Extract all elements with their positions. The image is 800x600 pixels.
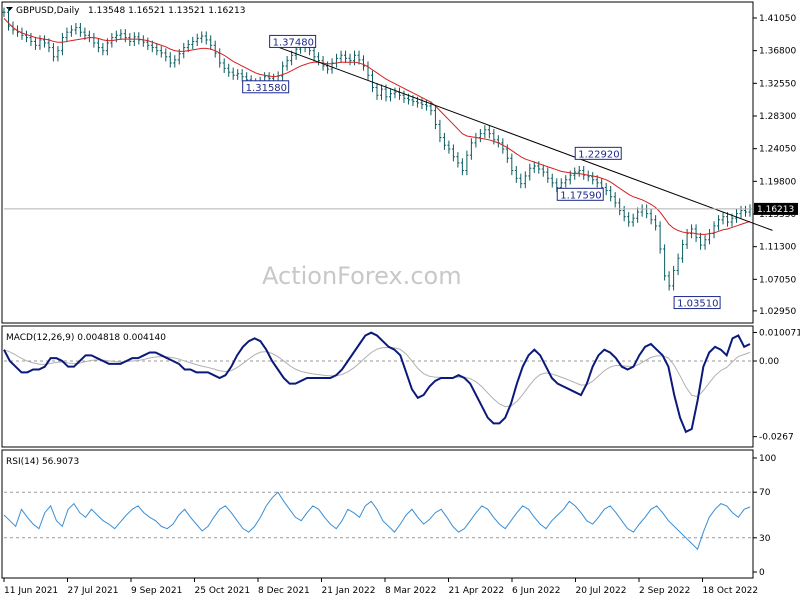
symbol-title: GBPUSD,Daily <box>16 6 80 16</box>
trend-line <box>273 44 773 231</box>
price-y-tick-label: 1.07050 <box>759 275 796 285</box>
rsi-y-tick-label: 0 <box>759 568 765 578</box>
macd-y-tick-label: 0.010071 <box>759 328 800 338</box>
x-tick-label: 20 Jul 2022 <box>576 586 627 596</box>
x-tick-label: 2 Sep 2022 <box>639 586 690 596</box>
price-label-box <box>269 34 317 48</box>
price-label-box <box>242 80 290 94</box>
price-label-box <box>673 296 721 310</box>
axes-layer: 1.41050 1.36800 1.32550 1.28300 1.24050 1.198… <box>3 14 800 596</box>
price-y-tick-label: 1.02950 <box>759 307 796 317</box>
price-label: 1.31580 <box>246 83 287 94</box>
x-tick-label: 9 Sep 2021 <box>131 586 182 596</box>
price-layer: 1.37480 1.31580 1.22920 1.17590 1.03510 <box>2 7 773 310</box>
price-y-tick-label: 1.41050 <box>759 14 796 24</box>
rsi-line <box>3 491 751 551</box>
price-label-box <box>574 146 622 160</box>
x-tick-label: 8 Mar 2022 <box>385 586 436 596</box>
x-tick-label: 8 Dec 2021 <box>258 586 310 596</box>
last-price-label: 1.16213 <box>757 205 794 215</box>
rsi-layer <box>3 491 752 551</box>
price-label: 1.03510 <box>677 299 718 310</box>
moving-average-line <box>3 18 751 235</box>
price-label: 1.37480 <box>273 37 314 48</box>
price-y-tick-label: 1.19800 <box>759 177 796 187</box>
macd-layer <box>3 331 752 434</box>
price-panel <box>1 1 754 324</box>
price-y-tick-label: 1.24050 <box>759 145 796 155</box>
macd-signal-line <box>3 346 751 408</box>
x-tick-label: 11 Jun 2021 <box>4 586 58 596</box>
rsi-y-tick-label: 100 <box>759 454 776 464</box>
rsi-y-tick-label: 30 <box>759 534 771 544</box>
price-label: 1.22920 <box>578 149 619 160</box>
price-y-tick-label: 1.11300 <box>759 243 796 253</box>
x-tick-label: 21 Apr 2022 <box>449 586 505 596</box>
price-y-tick-label: 1.36800 <box>759 47 796 57</box>
x-tick-label: 25 Oct 2021 <box>195 586 251 596</box>
last-price-box <box>754 202 798 215</box>
price-y-tick-label: 1.28300 <box>759 112 796 122</box>
price-y-tick-label: 1.32550 <box>759 79 796 89</box>
x-tick-label: 27 Jul 2021 <box>68 586 119 596</box>
macd-y-tick-label: -0.0267 <box>759 433 794 443</box>
rsi-title: RSI(14) 56.9073 <box>6 457 79 467</box>
rsi-panel <box>1 449 754 579</box>
dropdown-triangle-icon[interactable] <box>6 7 13 11</box>
ohlc-readout: 1.13548 1.16521 1.13521 1.16213 <box>88 6 245 16</box>
watermark: ActionForex.com <box>262 262 462 290</box>
price-label: 1.17590 <box>560 190 601 201</box>
x-tick-label: 6 Jun 2022 <box>512 586 560 596</box>
x-tick-label: 18 Oct 2022 <box>703 586 759 596</box>
price-label-box <box>556 187 604 201</box>
x-tick-label: 21 Jan 2022 <box>322 586 376 596</box>
macd-y-tick-label: 0.00 <box>759 357 779 367</box>
macd-title: MACD(12,26,9) 0.004818 0.004140 <box>6 333 166 343</box>
price-y-tick-label: 1.15550 <box>759 210 796 220</box>
macd-panel <box>1 325 754 448</box>
rsi-y-tick-label: 70 <box>759 488 771 498</box>
macd-line <box>3 331 751 434</box>
